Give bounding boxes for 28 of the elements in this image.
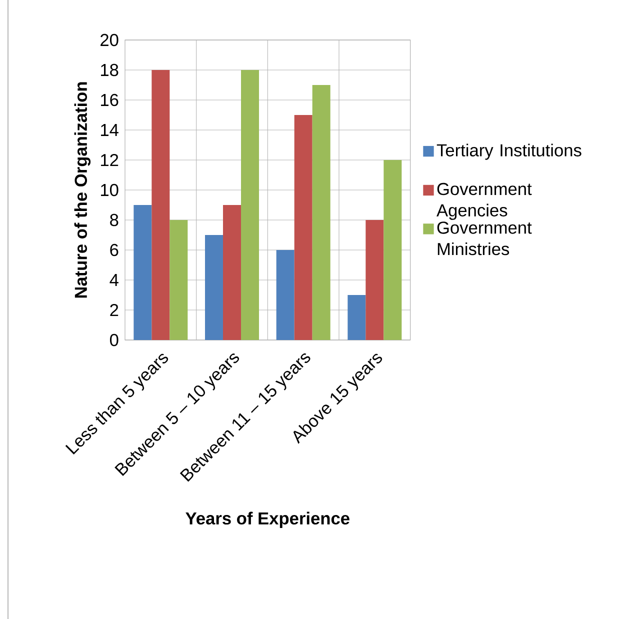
bar — [134, 205, 152, 340]
y-tick-label: 14 — [100, 124, 118, 136]
y-tick-label: 16 — [100, 94, 118, 106]
bar — [152, 70, 170, 340]
bar — [366, 220, 384, 340]
y-tick-label: 10 — [100, 184, 118, 196]
y-axis-title: Nature of the Organization — [74, 82, 91, 298]
bar — [241, 70, 259, 340]
y-tick-label: 20 — [100, 34, 118, 46]
y-tick-label: 18 — [100, 64, 118, 76]
x-axis-title: Years of Experience — [186, 512, 350, 528]
legend-label: Government Agencies — [436, 182, 532, 220]
y-tick-label: 12 — [100, 154, 118, 166]
bar — [312, 85, 330, 340]
bar — [294, 115, 312, 340]
legend-label: Government Ministries — [437, 222, 532, 256]
bar — [170, 220, 188, 340]
y-tick-label: 8 — [110, 214, 118, 226]
y-tick-label: 2 — [110, 304, 118, 316]
bar — [348, 295, 366, 340]
bar — [223, 205, 241, 340]
bar — [276, 250, 294, 340]
legend-label: Tertiary Institutions — [436, 144, 582, 160]
y-tick-label: 0 — [110, 334, 118, 346]
bar — [384, 160, 402, 340]
y-tick-label: 6 — [110, 244, 118, 256]
bar — [205, 235, 223, 340]
y-tick-label: 4 — [110, 274, 118, 286]
